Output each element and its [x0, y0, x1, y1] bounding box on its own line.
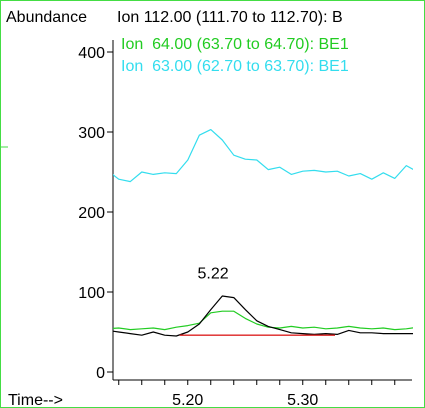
legend-entry-ion112: Ion 112.00 (111.70 to 112.70): B — [117, 9, 343, 26]
y-tick-label: 0 — [96, 365, 105, 382]
x-tick-label: 5.20 — [172, 392, 203, 408]
y-tick-label: 200 — [78, 205, 105, 222]
legend-entry-ion63: Ion 63.00 (62.70 to 63.70): BE1 — [121, 58, 349, 75]
y-tick-label: 400 — [78, 45, 105, 62]
peak-label: 5.22 — [197, 265, 228, 282]
series-line-ion112 — [113, 295, 413, 337]
legend-entry-ion64: Ion 64.00 (63.70 to 64.70): BE1 — [121, 36, 349, 53]
y-tick-label: 100 — [78, 285, 105, 302]
x-tick-label: 5.30 — [287, 392, 318, 408]
series-line-ion64 — [113, 310, 413, 331]
y-tick-label: 300 — [78, 125, 105, 142]
y-axis-label: Abundance — [6, 9, 87, 26]
series-line-ion63 — [113, 129, 413, 183]
x-axis-label: Time--> — [8, 392, 63, 408]
